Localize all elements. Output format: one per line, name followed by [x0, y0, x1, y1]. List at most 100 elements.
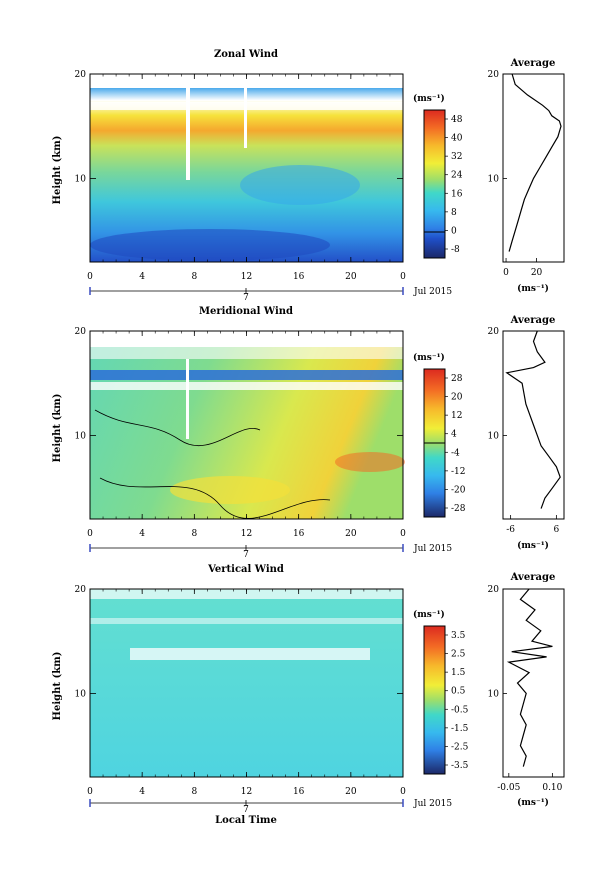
colorbar-tick-label: 12	[451, 411, 462, 421]
x-tick-label: 20	[345, 787, 357, 797]
colorbar-tick-label: -8	[451, 245, 460, 255]
profile-y-tick-label: 20	[488, 327, 500, 337]
y-tick-label: 20	[75, 327, 87, 337]
zonal-date-marker: 7	[243, 293, 249, 303]
vertical-date-strip: 7 Jul 2015 Local Time	[89, 799, 452, 826]
colorbar-tick-label: 28	[451, 374, 463, 384]
profile-y-tick-label: 10	[488, 689, 500, 699]
vertical-wind-title: Vertical Wind	[207, 564, 284, 575]
vertical-ylabel: Height (km)	[52, 652, 63, 721]
x-tick-label: 12	[241, 272, 252, 282]
profile-y-tick-label: 10	[488, 431, 500, 441]
profile-x-tick-label: 0.10	[542, 783, 562, 793]
x-tick-label: 16	[293, 529, 305, 539]
x-tick-label: 0	[87, 787, 93, 797]
colorbar-tick-label: 2.5	[451, 650, 466, 660]
vertical-colorbar: (ms⁻¹) 3.5 2.5 1.5 0.5 -0.5 -1.5 -2.5 -3.5	[413, 609, 469, 775]
profile-y-tick-label: 10	[488, 174, 500, 184]
colorbar-tick-label: -1.5	[451, 724, 469, 734]
profile-line	[505, 330, 561, 509]
zonal-profile-plot: 10 20 0 20	[488, 70, 562, 278]
zonal-average-profile: Average 10 20 0 20 (ms⁻¹)	[488, 58, 565, 294]
vertical-colorbar-labels: 3.5 2.5 1.5 0.5 -0.5 -1.5 -2.5 -3.5	[445, 631, 469, 771]
profile-x-tick-label: -6	[506, 525, 515, 535]
y-tick-label: 10	[75, 431, 87, 441]
meridional-colorbar: (ms⁻¹) 28 20 12 4 -4 -12 -20 -28	[413, 352, 466, 518]
meridional-wind-panel: Meridional Wind Height (km) 0 4 8 12 16 20 0 10…	[52, 306, 565, 560]
vertical-colorbar-unit: (ms⁻¹)	[413, 609, 445, 620]
y-tick-label: 10	[75, 174, 87, 184]
colorbar-tick-label: 3.5	[451, 631, 466, 641]
zonal-ylabel: Height (km)	[52, 136, 63, 205]
x-tick-label: 0	[87, 272, 93, 282]
meridional-wind-title: Meridional Wind	[199, 306, 293, 317]
zonal-profile-title: Average	[510, 58, 556, 69]
vertical-date-label: Jul 2015	[413, 799, 452, 809]
x-axis-label: Local Time	[215, 815, 277, 826]
meridional-nodata-band	[90, 382, 403, 390]
vertical-axes: 0 4 8 12 16 20 0 10 20	[75, 585, 407, 797]
meridional-colorbar-labels: 28 20 12 4 -4 -12 -20 -28	[445, 374, 466, 514]
colorbar-tick-label: 48	[451, 115, 463, 125]
colorbar-tick-label: -20	[451, 485, 466, 495]
meridional-jet-band	[90, 370, 403, 380]
meridional-profile-title: Average	[510, 315, 556, 326]
zonal-colorbar-ramp	[423, 109, 446, 259]
colorbar-tick-label: 16	[451, 189, 463, 199]
meridional-zero-contour	[94, 409, 331, 519]
meridional-ylabel: Height (km)	[52, 394, 63, 463]
x-tick-label: 12	[241, 529, 252, 539]
y-tick-label: 10	[75, 689, 87, 699]
x-tick-label: 4	[139, 272, 145, 282]
meridional-date-marker: 7	[243, 550, 249, 560]
vertical-profile-xlabel: (ms⁻¹)	[517, 797, 549, 808]
meridional-axes: 0 4 8 12 16 20 0 10 20	[75, 327, 407, 539]
meridional-average-profile: Average 10 20 -6 6 (ms⁻¹)	[488, 315, 565, 551]
vertical-colorbar-ramp	[423, 625, 446, 775]
colorbar-tick-label: 1.5	[451, 668, 466, 678]
meridional-profile-plot: 10 20 -6 6	[488, 327, 561, 535]
colorbar-tick-label: 40	[451, 134, 463, 144]
colorbar-tick-label: -12	[451, 467, 466, 477]
colorbar-tick-label: 24	[451, 171, 463, 181]
meridional-wind-heatmap	[90, 331, 405, 519]
colorbar-tick-label: -2.5	[451, 742, 469, 752]
x-tick-label: 8	[191, 272, 197, 282]
vertical-date-marker: 7	[243, 805, 249, 815]
vertical-profile-plot: 10 20 -0.05 0.10	[488, 585, 563, 793]
profile-x-tick-label: 20	[531, 268, 543, 278]
x-tick-label: 0	[400, 529, 406, 539]
zonal-blob	[90, 229, 330, 261]
colorbar-tick-label: 8	[451, 208, 457, 218]
zonal-colorbar: (ms⁻¹) 48 40 32 24 16 8 0 -8	[413, 93, 463, 259]
zonal-wind-title: Zonal Wind	[214, 49, 278, 60]
zonal-wind-heatmap	[90, 74, 403, 262]
profile-x-tick-label: -0.05	[497, 783, 520, 793]
x-tick-label: 0	[400, 272, 406, 282]
meridional-nodata-top	[90, 331, 403, 347]
profile-x-tick-label: 6	[554, 525, 560, 535]
colorbar-tick-label: -0.5	[451, 705, 469, 715]
meridional-nodata-band	[90, 347, 403, 359]
zonal-colorbar-unit: (ms⁻¹)	[413, 93, 445, 104]
x-tick-label: 12	[241, 787, 252, 797]
colorbar-tick-label: 0.5	[451, 687, 466, 697]
x-tick-label: 20	[345, 272, 357, 282]
zonal-blob	[240, 165, 360, 205]
colorbar-tick-label: 0	[451, 226, 457, 236]
zonal-nodata-top	[90, 74, 403, 88]
zonal-nodata-column	[244, 88, 247, 148]
meridional-blob	[170, 476, 290, 504]
x-tick-label: 16	[293, 272, 305, 282]
colorbar-tick-label: 32	[451, 152, 462, 162]
x-tick-label: 4	[139, 529, 145, 539]
x-tick-label: 20	[345, 529, 357, 539]
vertical-profile-title: Average	[510, 572, 556, 583]
vertical-nodata-band	[90, 618, 403, 624]
colorbar-tick-label: -4	[451, 448, 460, 458]
x-tick-label: 0	[400, 787, 406, 797]
profile-y-tick-label: 20	[488, 70, 500, 80]
colorbar-tick-label: 4	[451, 430, 457, 440]
